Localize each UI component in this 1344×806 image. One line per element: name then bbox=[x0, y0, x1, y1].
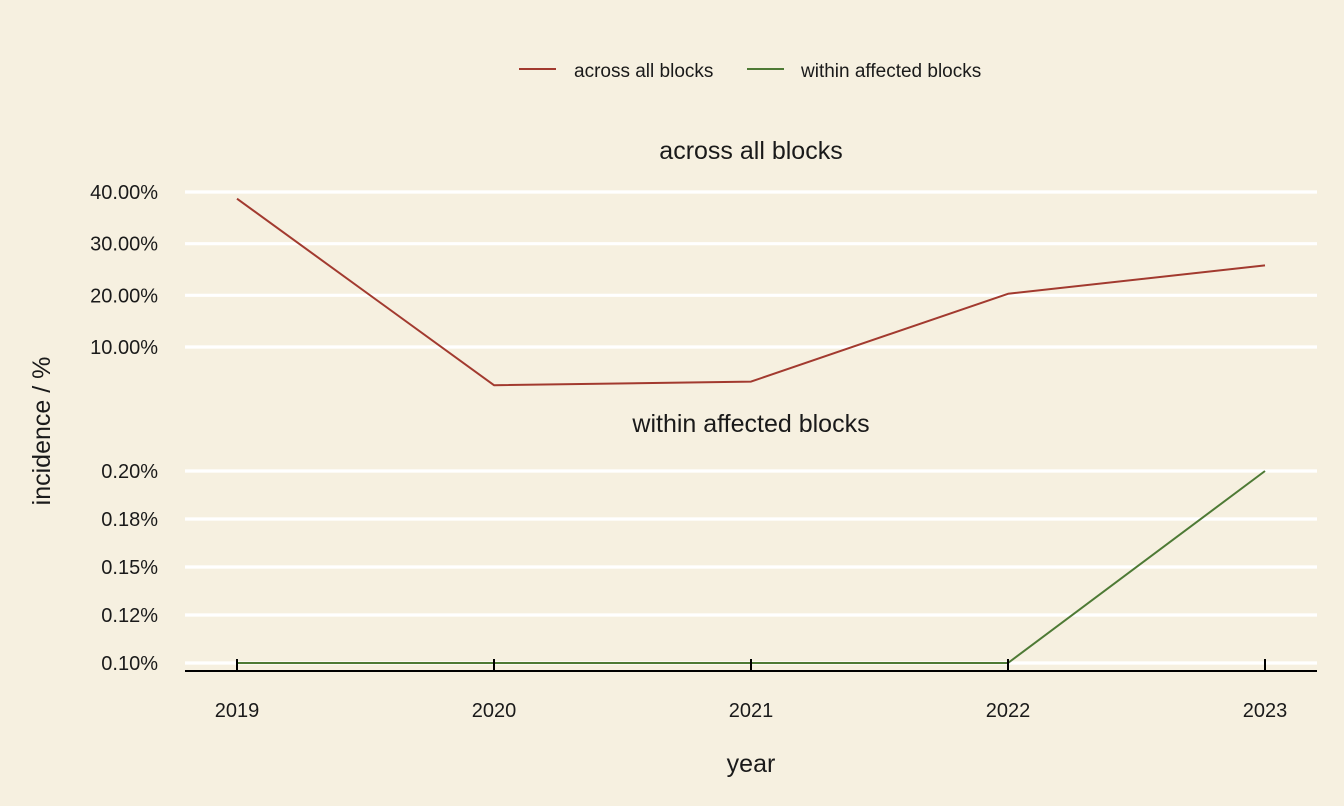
y-tick-label-1-3: 0.18% bbox=[101, 509, 158, 531]
legend-label-across-all-blocks: across all blocks bbox=[574, 61, 713, 82]
x-tick-label-2019: 2019 bbox=[215, 700, 260, 722]
legend-label-within-affected-blocks: within affected blocks bbox=[800, 61, 981, 82]
y-tick-label-1-1: 0.12% bbox=[101, 605, 158, 627]
x-tick-label-2022: 2022 bbox=[986, 700, 1031, 722]
y-tick-label-1-4: 0.20% bbox=[101, 461, 158, 483]
x-tick-label-2023: 2023 bbox=[1243, 700, 1288, 722]
panel-across-all-blocks: 10.00% 20.00% 30.00% 40.00% bbox=[90, 182, 1317, 387]
x-tick-label-2020: 2020 bbox=[472, 700, 517, 722]
y-tick-label-1-0: 0.10% bbox=[101, 653, 158, 675]
y-tick-label-0-3: 40.00% bbox=[90, 182, 158, 204]
x-axis-title: year bbox=[727, 750, 776, 778]
y-tick-label-0-2: 30.00% bbox=[90, 234, 158, 256]
x-axis: 2019 2020 2021 2022 2023 bbox=[185, 659, 1317, 722]
x-tick-label-2021: 2021 bbox=[729, 700, 774, 722]
y-axis-title: incidence / % bbox=[28, 357, 56, 506]
facet-title-within-affected-blocks: within affected blocks bbox=[631, 410, 869, 438]
y-tick-label-0-1: 20.00% bbox=[90, 285, 158, 307]
facet-title-across-all-blocks: across all blocks bbox=[659, 137, 842, 165]
series-line-across-all-blocks bbox=[236, 197, 1266, 387]
y-tick-label-1-2: 0.15% bbox=[101, 557, 158, 579]
panel-within-affected-blocks: 0.10% 0.12% 0.15% 0.18% 0.20% bbox=[101, 461, 1317, 675]
y-tick-label-0-0: 10.00% bbox=[90, 337, 158, 359]
legend: across all blocks within affected blocks bbox=[519, 61, 981, 82]
